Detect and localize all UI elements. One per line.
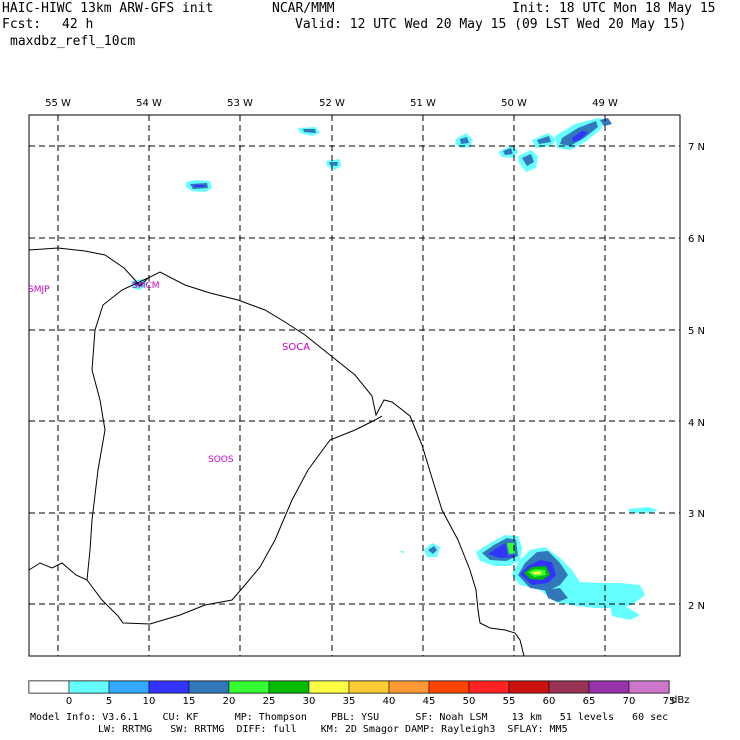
lon-label-54w: 54 W	[136, 98, 162, 109]
colorbar-tick-label: 40	[383, 696, 396, 707]
colorbar-swatch	[188, 680, 230, 694]
coastline	[28, 247, 525, 657]
colorbar-swatch	[68, 680, 110, 694]
model-info-line2: LW: RRTMG SW: RRTMG DIFF: full KM: 2D Sm…	[98, 724, 568, 735]
colorbar-tick-label: 25	[263, 696, 276, 707]
field-name: maxdbz_refl_10cm	[10, 34, 136, 49]
lon-label-55w: 55 W	[45, 98, 71, 109]
lat-label-2n: 2 N	[688, 601, 705, 612]
center-label: NCAR/MMM	[272, 1, 335, 16]
lon-label-51w: 51 W	[410, 98, 436, 109]
lat-lon-grid	[29, 115, 680, 656]
colorbar-swatch	[548, 680, 590, 694]
colorbar-tick-label: 15	[183, 696, 196, 707]
station-soca: SOCA	[282, 342, 310, 353]
colorbar-swatch	[508, 680, 550, 694]
colorbar-tick-label: 45	[423, 696, 436, 707]
station-smcm: SMCM	[132, 281, 160, 291]
lat-label-5n: 5 N	[688, 326, 705, 337]
colorbar-units: dBz	[671, 695, 689, 706]
lat-label-3n: 3 N	[688, 509, 705, 520]
map-frame	[28, 114, 681, 657]
colorbar-swatch	[28, 680, 70, 694]
colorbar-tick-label: 0	[66, 696, 72, 707]
colorbar-tick-label: 50	[463, 696, 476, 707]
colorbar-tick-label: 60	[543, 696, 556, 707]
colorbar-tick-label: 5	[106, 696, 112, 707]
lat-label-4n: 4 N	[688, 418, 705, 429]
reflectivity-shading	[131, 118, 658, 620]
colorbar-swatch	[588, 680, 630, 694]
colorbar-swatch	[348, 680, 390, 694]
lat-label-7n: 7 N	[688, 142, 705, 153]
colorbar-swatch	[228, 680, 270, 694]
lat-label-6n: 6 N	[688, 234, 705, 245]
forecast-hour: 42 h	[62, 17, 94, 32]
colorbar-swatch	[308, 680, 350, 694]
colorbar-tick-label: 75	[663, 696, 676, 707]
lon-label-52w: 52 W	[319, 98, 345, 109]
forecast-label: Fcst:	[2, 17, 42, 32]
colorbar-swatch	[628, 680, 670, 694]
colorbar-swatch	[388, 680, 430, 694]
model-title: HAIC-HIWC 13km ARW-GFS init	[2, 1, 214, 16]
station-soos: SOOS	[208, 455, 234, 465]
colorbar-tick-label: 70	[623, 696, 636, 707]
colorbar-tick-label: 10	[143, 696, 156, 707]
colorbar-swatch	[428, 680, 470, 694]
colorbar-tick-label: 30	[303, 696, 316, 707]
colorbar-swatch	[108, 680, 150, 694]
model-info-line1: Model Info: V3.6.1 CU: KF MP: Thompson P…	[30, 712, 669, 723]
init-time: Init: 18 UTC Mon 18 May 15	[512, 1, 716, 16]
station-smjp: SMJP	[28, 285, 50, 295]
lon-label-49w: 49 W	[592, 98, 618, 109]
colorbar-swatch	[468, 680, 510, 694]
colorbar-swatch	[268, 680, 310, 694]
colorbar-tick-label: 55	[503, 696, 516, 707]
colorbar-tick-label: 20	[223, 696, 236, 707]
valid-time: Valid: 12 UTC Wed 20 May 15 (09 LST Wed …	[295, 17, 687, 32]
lon-label-50w: 50 W	[501, 98, 527, 109]
colorbar-swatch	[148, 680, 190, 694]
colorbar: 0 5 10 15 20 25 30 35 40 45 50 55 60 65 70 75 dBz	[28, 680, 689, 707]
colorbar-tick-label: 35	[343, 696, 356, 707]
lon-label-53w: 53 W	[227, 98, 253, 109]
colorbar-tick-label: 65	[583, 696, 596, 707]
